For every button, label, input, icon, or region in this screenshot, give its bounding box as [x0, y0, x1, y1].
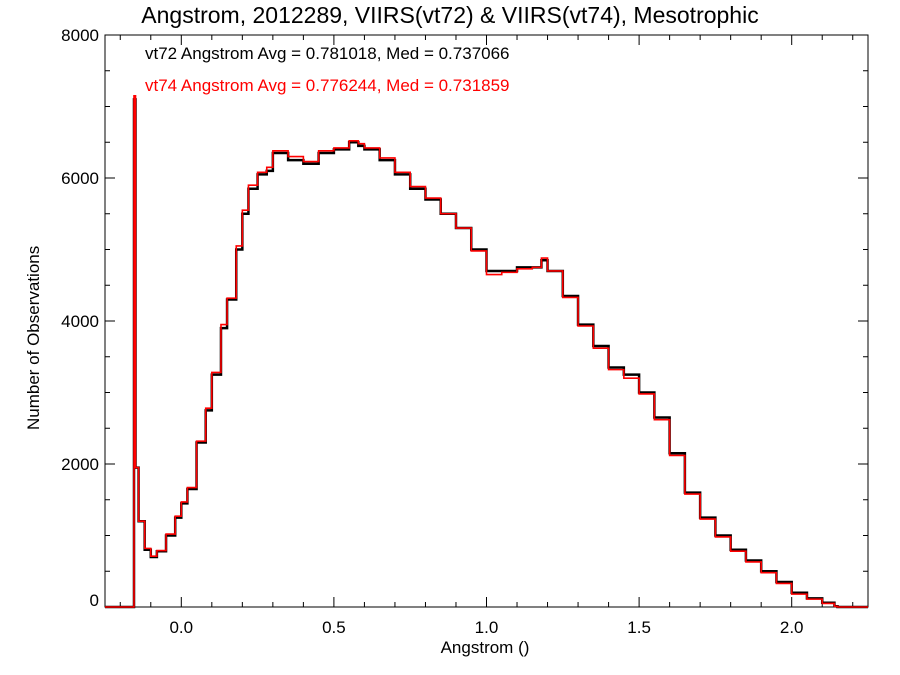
x-tick-label: 1.0 [475, 618, 499, 637]
series-line-vt72 [105, 98, 868, 609]
series-group [105, 94, 868, 609]
x-tick-label: 0.5 [322, 618, 346, 637]
vt74-stats-annotation: vt74 Angstrom Avg = 0.776244, Med = 0.73… [145, 76, 510, 95]
chart-title: Angstrom, 2012289, VIIRS(vt72) & VIIRS(v… [141, 2, 759, 28]
vt72-stats-annotation: vt72 Angstrom Avg = 0.781018, Med = 0.73… [145, 44, 510, 63]
y-tick-label: 0 [90, 591, 99, 610]
x-tick-label: 2.0 [780, 618, 804, 637]
y-tick-label: 6000 [61, 169, 99, 188]
y-tick-label: 8000 [61, 26, 99, 45]
x-tick-label: 1.5 [627, 618, 651, 637]
series-line-vt74 [105, 94, 868, 608]
x-axis-label: Angstrom () [440, 638, 530, 657]
y-tick-label: 2000 [61, 455, 99, 474]
y-tick-label: 4000 [61, 312, 99, 331]
axis-ticks: 0.0 0.5 1.0 1.5 2.0 0 2000 4000 6000 8000 [61, 26, 868, 637]
plot-frame [104, 34, 869, 608]
x-tick-label: 0.0 [169, 618, 193, 637]
